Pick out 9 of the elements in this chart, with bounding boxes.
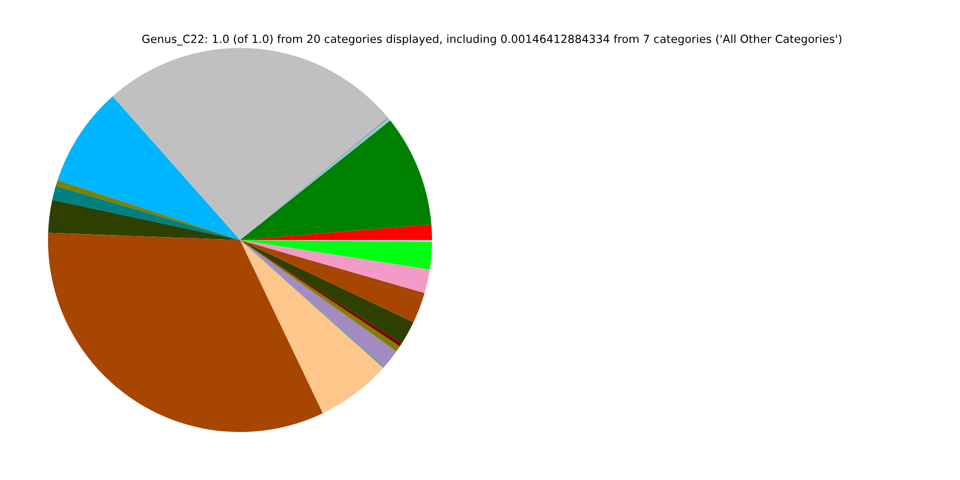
- pie-slice: [240, 240, 430, 293]
- pie-slice: [112, 48, 388, 240]
- pie-slice: [240, 120, 432, 240]
- pie-slice: [240, 240, 432, 270]
- pie-slice: [58, 96, 240, 240]
- pie-slice: [240, 224, 432, 240]
- text: Genus_C22: 1.0 (of 1.0) from 20 categories displayed, including 0.00146412884334 from 7 categories ('All Other Categories'): [142, 34, 842, 46]
- pie-slice: [48, 200, 240, 240]
- pie-slice: [240, 240, 384, 414]
